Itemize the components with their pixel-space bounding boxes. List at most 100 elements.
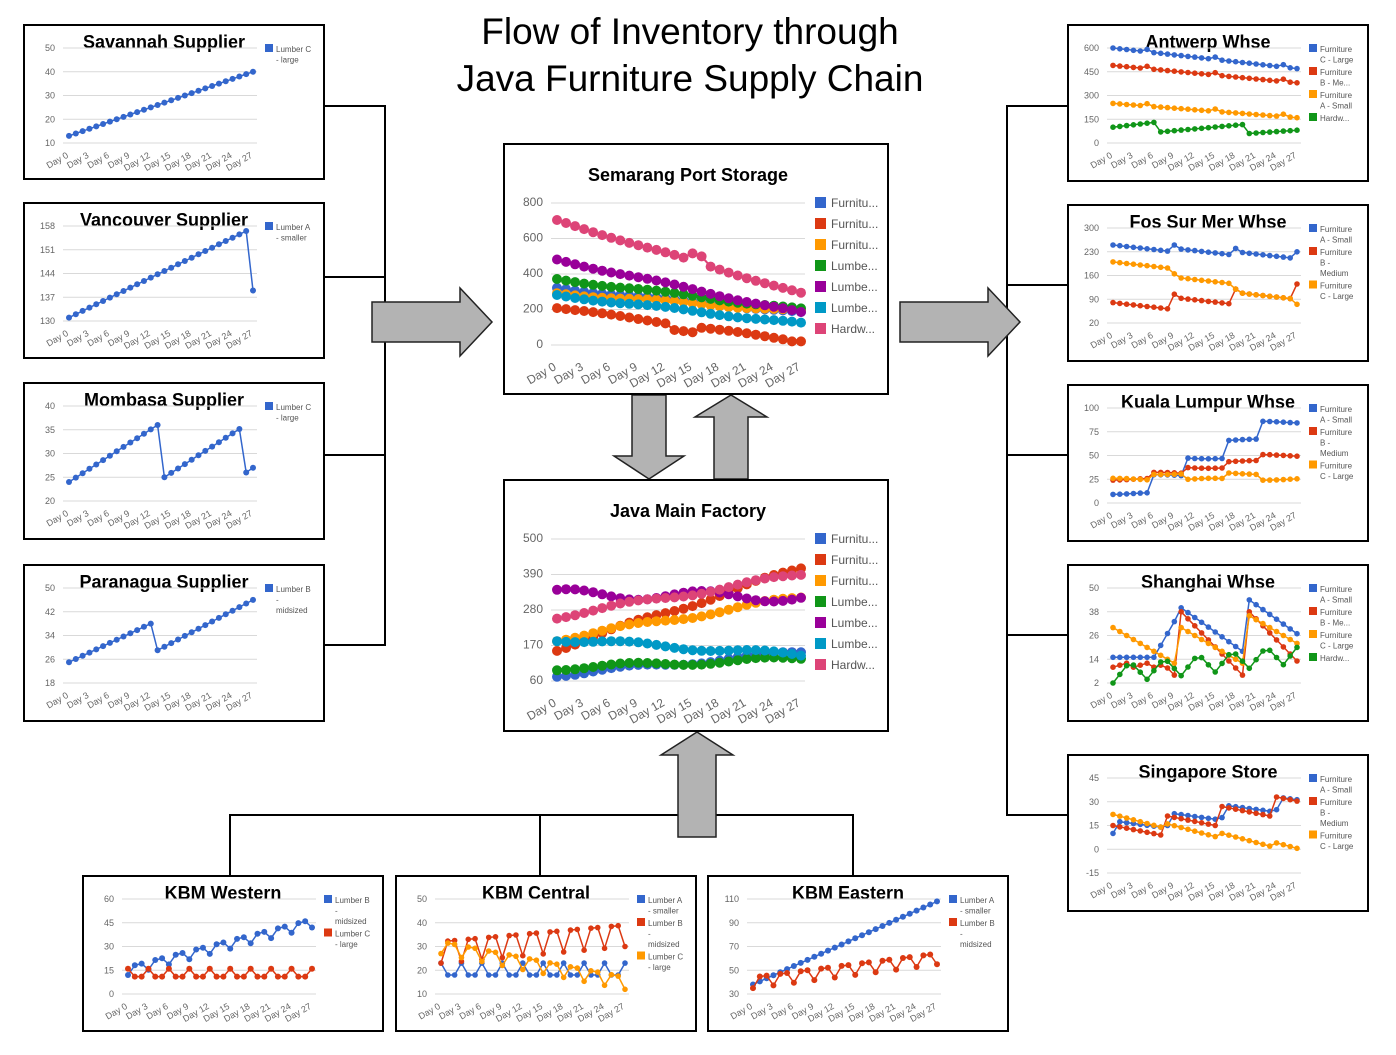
data-point	[796, 287, 806, 298]
y-tick-label: 18	[45, 678, 55, 688]
data-point	[608, 923, 615, 930]
data-point	[624, 636, 635, 647]
data-point	[1123, 475, 1130, 482]
data-point	[723, 589, 734, 600]
data-point	[1239, 658, 1246, 664]
data-point	[1205, 249, 1212, 255]
y-tick-label: 0	[1094, 844, 1099, 854]
data-point	[750, 575, 761, 586]
y-tick-label: 137	[40, 292, 55, 302]
data-point	[492, 949, 499, 956]
legend-swatch	[324, 895, 332, 903]
chart-title: Vancouver Supplier	[80, 210, 248, 230]
data-point	[1117, 491, 1123, 497]
data-point	[236, 604, 243, 611]
data-point	[1246, 436, 1253, 443]
data-point	[1117, 662, 1123, 668]
data-point	[1232, 74, 1239, 80]
data-point	[1294, 301, 1300, 308]
data-point	[1260, 451, 1266, 458]
data-point	[597, 280, 608, 291]
data-point	[1266, 418, 1273, 425]
data-point	[1253, 251, 1259, 257]
data-point	[1164, 813, 1171, 819]
data-point	[732, 312, 743, 323]
data-point	[796, 650, 806, 661]
data-point	[1260, 292, 1266, 299]
data-point	[1185, 476, 1191, 483]
data-point	[254, 973, 261, 980]
data-point	[759, 573, 770, 584]
data-point	[705, 658, 716, 669]
data-point	[588, 587, 599, 598]
data-point	[1219, 250, 1225, 257]
data-point	[852, 935, 859, 942]
data-point	[1273, 78, 1280, 84]
data-point	[1185, 69, 1191, 76]
data-point	[93, 123, 100, 130]
data-point	[72, 130, 79, 137]
data-point	[1123, 654, 1130, 661]
series-1	[750, 951, 940, 992]
y-tick-label: 50	[1089, 583, 1099, 593]
data-point	[120, 443, 127, 450]
data-point	[838, 941, 845, 948]
data-point	[1151, 119, 1157, 126]
data-point	[669, 249, 680, 260]
data-point	[154, 271, 161, 278]
data-point	[1212, 475, 1219, 482]
data-point	[274, 973, 281, 980]
data-point	[606, 297, 617, 308]
data-point	[1273, 477, 1280, 483]
data-point	[1246, 291, 1253, 297]
data-point	[934, 961, 940, 968]
y-tick-label: 30	[729, 989, 739, 999]
data-point	[506, 952, 512, 958]
data-point	[633, 272, 644, 283]
data-point	[579, 306, 590, 316]
data-point	[714, 657, 725, 668]
series-line	[440, 924, 626, 964]
data-point	[79, 652, 86, 659]
data-point	[1164, 471, 1171, 478]
legend-swatch	[1309, 113, 1317, 121]
data-point	[209, 618, 216, 625]
data-point	[1294, 114, 1300, 121]
data-point	[906, 954, 913, 961]
data-point	[1239, 110, 1246, 117]
data-point	[168, 264, 175, 271]
data-point	[1164, 630, 1171, 637]
data-point	[1253, 61, 1259, 67]
data-point	[113, 116, 120, 123]
data-point	[770, 982, 777, 989]
data-point	[1294, 658, 1300, 664]
data-point	[1219, 455, 1225, 462]
data-point	[714, 584, 725, 595]
data-point	[678, 614, 689, 625]
legend-swatch	[815, 596, 826, 607]
legend-label: Furniture A - Small	[1320, 225, 1353, 245]
data-point	[295, 973, 302, 980]
data-point	[1164, 306, 1171, 312]
data-point	[1151, 49, 1157, 56]
data-point	[705, 594, 716, 605]
data-point	[1191, 455, 1198, 462]
data-point	[606, 600, 617, 611]
data-point	[633, 284, 644, 294]
y-tick-label: -15	[1086, 868, 1099, 878]
y-tick-label: 50	[45, 583, 55, 593]
data-point	[927, 951, 934, 958]
data-point	[1110, 822, 1116, 829]
data-point	[660, 608, 671, 619]
data-point	[660, 301, 671, 312]
data-point	[1198, 107, 1205, 114]
y-tick-label: 170	[523, 638, 543, 652]
data-point	[1280, 644, 1287, 650]
y-tick-label: 230	[1084, 247, 1099, 257]
data-point	[597, 625, 608, 636]
data-point	[140, 106, 147, 113]
data-point	[660, 247, 671, 258]
data-point	[597, 230, 608, 241]
data-point	[1130, 817, 1137, 823]
legend-swatch	[265, 402, 273, 410]
